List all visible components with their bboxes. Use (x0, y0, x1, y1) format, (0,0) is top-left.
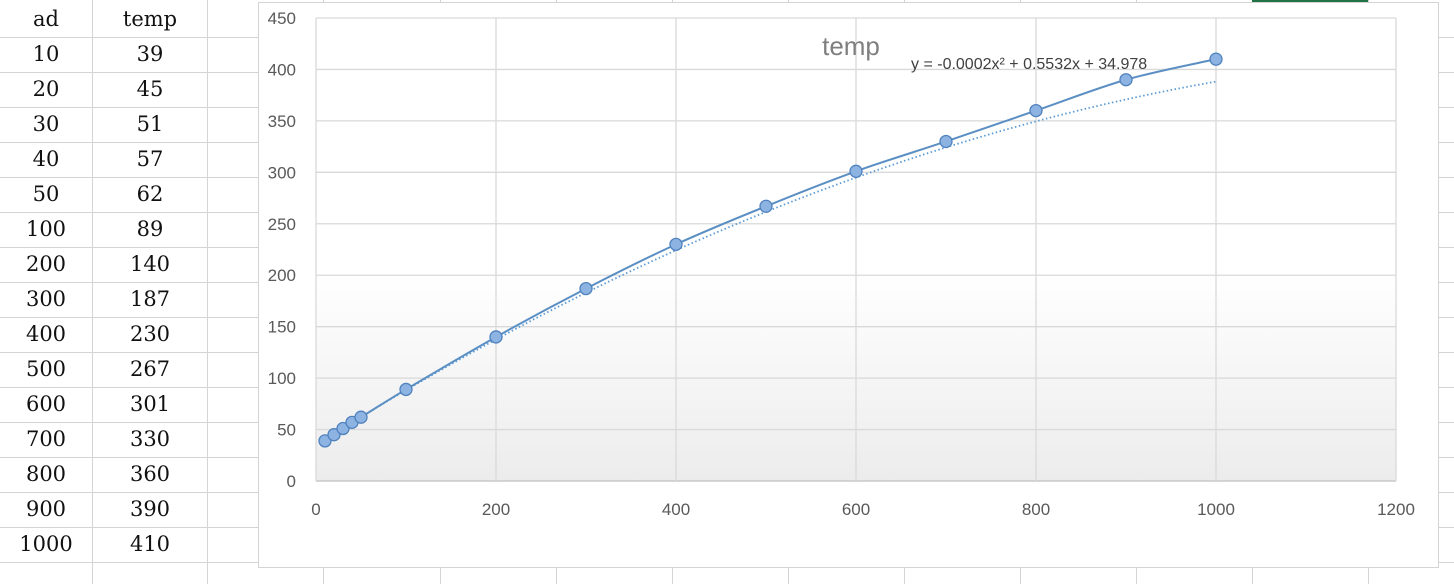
y-tick-label: 400 (268, 60, 296, 79)
x-tick-label: 1000 (1197, 500, 1235, 519)
cell-temp[interactable]: 51 (136, 112, 164, 136)
x-tick-label: 400 (662, 500, 690, 519)
cell-ad[interactable]: 10 (32, 42, 60, 66)
cell-temp[interactable]: 140 (129, 252, 171, 276)
cell-ad[interactable]: 30 (32, 112, 60, 136)
data-points (318, 52, 1223, 448)
cell-temp[interactable]: 301 (129, 392, 171, 416)
cell-temp[interactable]: 230 (129, 322, 171, 346)
data-point[interactable] (579, 281, 593, 296)
data-point[interactable] (489, 330, 503, 344)
trendline-equation: y = -0.0002x² + 0.5532x + 34.978 (911, 56, 1147, 73)
y-tick-label: 450 (268, 9, 296, 28)
cell-temp[interactable]: 390 (129, 497, 171, 521)
header-cell-ad[interactable]: ad (33, 7, 59, 31)
cell-ad[interactable]: 400 (25, 322, 67, 346)
cell-temp[interactable]: 360 (129, 462, 171, 486)
header-cell-temp[interactable]: temp (122, 7, 178, 31)
cell-ad[interactable]: 300 (25, 287, 67, 311)
cell-ad[interactable]: 50 (32, 182, 60, 206)
cell-temp[interactable]: 330 (129, 427, 171, 451)
x-tick-label: 1200 (1377, 500, 1415, 519)
y-tick-label: 250 (268, 215, 296, 234)
x-tick-label: 0 (311, 500, 320, 519)
y-tick-label: 100 (268, 369, 296, 388)
y-tick-label: 150 (268, 318, 296, 337)
data-point[interactable] (1029, 103, 1043, 118)
data-point[interactable] (1119, 73, 1133, 87)
data-point[interactable] (849, 164, 863, 178)
data-point[interactable] (759, 199, 773, 213)
data-point[interactable] (327, 428, 341, 442)
x-tick-label: 800 (1022, 500, 1050, 519)
chart-area[interactable]: 0 50 100 150 200 250 300 350 400 450 0 200 400 600 800… (258, 2, 1439, 568)
cell-temp[interactable]: 45 (136, 77, 164, 101)
data-point[interactable] (399, 382, 413, 397)
cell-temp[interactable]: 39 (136, 42, 164, 66)
cell-ad[interactable]: 100 (25, 217, 67, 241)
y-tick-label: 200 (268, 266, 296, 285)
cell-temp[interactable]: 267 (129, 357, 171, 381)
y-tick-label: 0 (287, 472, 296, 491)
cell-temp[interactable]: 62 (136, 182, 164, 206)
cell-ad[interactable]: 1000 (19, 532, 73, 556)
data-point[interactable] (318, 434, 332, 448)
selected-cell-indicator (1252, 0, 1368, 2)
data-point[interactable] (939, 134, 953, 149)
x-tick-label: 600 (842, 500, 870, 519)
data-point[interactable] (336, 421, 350, 436)
cell-temp[interactable]: 89 (136, 217, 164, 241)
cell-ad[interactable]: 200 (25, 252, 67, 276)
cell-ad[interactable]: 20 (32, 77, 60, 101)
chart-title: temp (822, 31, 880, 61)
cell-ad[interactable]: 500 (25, 357, 67, 381)
tick-labels: 0 50 100 150 200 250 300 350 400 450 0 200 400 600 800… (268, 9, 1415, 519)
cell-ad[interactable]: 800 (25, 462, 67, 486)
trendline (324, 80, 1217, 441)
cell-temp[interactable]: 410 (129, 532, 171, 556)
cell-ad[interactable]: 600 (25, 392, 67, 416)
y-tick-label: 50 (277, 421, 296, 440)
data-point[interactable] (354, 410, 368, 424)
data-point[interactable] (1209, 52, 1223, 66)
cell-ad[interactable]: 900 (25, 497, 67, 521)
cell-ad[interactable]: 700 (25, 427, 67, 451)
x-tick-label: 200 (482, 500, 510, 519)
cell-ad[interactable]: 40 (32, 147, 60, 171)
y-tick-label: 300 (268, 163, 296, 182)
cell-temp[interactable]: 57 (136, 147, 164, 171)
cell-temp[interactable]: 187 (129, 287, 171, 311)
y-tick-label: 350 (268, 112, 296, 131)
data-point[interactable] (669, 237, 683, 252)
scatter-chart: 0 50 100 150 200 250 300 350 400 450 0 200 400 600 800… (268, 9, 1415, 519)
